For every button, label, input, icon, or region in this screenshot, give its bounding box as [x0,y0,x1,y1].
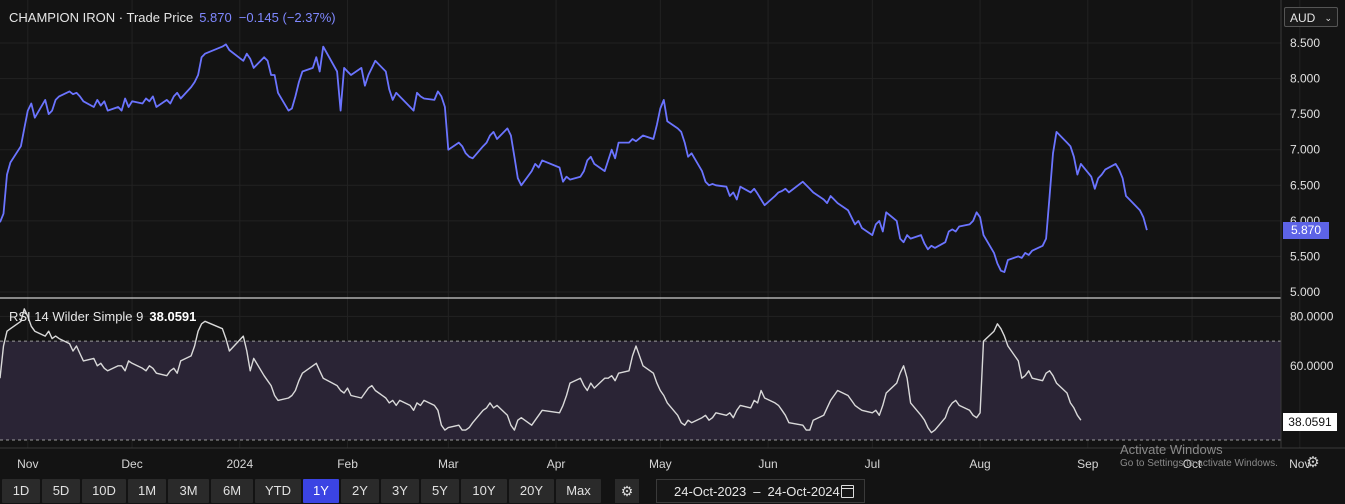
range-button-2y[interactable]: 2Y [341,479,379,503]
price-legend: CHAMPION IRON · Trade Price 5.870 −0.145 (… [9,10,336,25]
axis-settings-gear-icon[interactable]: ⚙ [1306,454,1320,471]
range-button-5d[interactable]: 5D [42,479,80,503]
rsi-y-tick-label: 80.0000 [1290,309,1334,323]
range-button-max[interactable]: Max [556,479,601,503]
date-range-start: 24-Oct-2023 [674,484,747,499]
price-y-tick-label: 5.000 [1290,285,1320,299]
rsi-legend: RSI 14 Wilder Simple 9 38.0591 [9,309,196,324]
x-tick-label: Aug [969,457,990,471]
rsi-y-axis-ticks: 80.0000 60.0000 [1290,309,1334,372]
price-y-tick-label: 7.000 [1290,143,1320,157]
rsi-legend-value: 38.0591 [149,309,197,324]
rsi-overbought-oversold-band [0,341,1281,440]
x-axis-ticks: Nov Dec 2024 Feb Mar Apr May Jun Jul Aug Sep Oct Nov [17,457,1310,471]
date-range-end: 24-Oct-2024 [767,484,840,499]
calendar-icon[interactable] [841,485,854,498]
range-settings-gear-icon[interactable]: ⚙ [615,479,639,503]
date-range-picker[interactable]: 24-Oct-2023–24-Oct-2024 [656,479,865,503]
range-button-ytd[interactable]: YTD [255,479,301,503]
last-price-badge: 5.870 [1283,222,1329,240]
x-tick-label: 2024 [226,457,253,471]
price-legend-value: 5.870 [199,10,232,25]
rsi-legend-name: RSI 14 Wilder Simple 9 [9,309,144,324]
price-y-tick-label: 7.500 [1290,107,1320,121]
price-y-tick-label: 6.500 [1290,178,1320,192]
x-tick-label: Oct [1183,457,1202,471]
currency-value: AUD [1290,11,1316,25]
x-tick-label: Nov [17,457,38,471]
price-legend-name: CHAMPION IRON · Trade Price [9,10,194,25]
chart-svg: 8.5008.0007.5007.0006.5006.0005.5005.000… [0,0,1345,471]
x-tick-label: Apr [547,457,566,471]
range-button-10d[interactable]: 10D [82,479,126,503]
x-tick-label: Feb [337,457,358,471]
range-button-3m[interactable]: 3M [168,479,209,503]
chart-area[interactable]: 8.500 8.000 7.500 7.000 6.500 6.000 5.500 5.000… [0,0,1345,476]
price-y-tick-label: 8.000 [1290,72,1320,86]
range-toolbar: 1D 5D 10D 1M 3M 6M YTD 1Y 2Y 3Y 5Y 10Y 20Y Max ⚙ 24-O… [0,477,1345,504]
date-range-dash-icon: – [753,484,761,499]
x-tick-label: Nov [1289,457,1310,471]
x-tick-label: May [649,457,672,471]
range-button-1d[interactable]: 1D [2,479,40,503]
activate-windows-watermark: Activate Windows Go to Settings to activ… [1120,442,1278,469]
price-y-tick-label: 8.500 [1290,36,1320,50]
price-series-line[interactable] [0,43,1148,273]
range-button-1m[interactable]: 1M [128,479,166,503]
x-tick-label: Dec [121,457,142,471]
price-legend-change: −0.145 (−2.37%) [238,10,336,25]
range-button-3y[interactable]: 3Y [381,479,419,503]
chevron-down-icon: ⌄ [1324,13,1332,23]
x-tick-label: Jun [758,457,777,471]
range-button-6m[interactable]: 6M [211,479,253,503]
watermark-line1: Activate Windows [1120,442,1223,457]
x-tick-label: Sep [1077,457,1099,471]
range-button-10y[interactable]: 10Y [461,479,507,503]
price-y-tick-label: 5.500 [1290,249,1320,263]
watermark-line2: Go to Settings to activate Windows. [1120,458,1278,469]
rsi-y-tick-label: 60.0000 [1290,359,1334,373]
range-button-5y[interactable]: 5Y [421,479,459,503]
x-tick-label: Mar [438,457,459,471]
rsi-series-line[interactable] [0,308,1082,434]
currency-select[interactable]: AUD ⌄ [1284,7,1338,27]
range-button-1y[interactable]: 1Y [303,479,339,503]
rsi-value-badge: 38.0591 [1283,413,1337,432]
x-tick-label: Jul [865,457,880,471]
range-button-20y[interactable]: 20Y [509,479,554,503]
